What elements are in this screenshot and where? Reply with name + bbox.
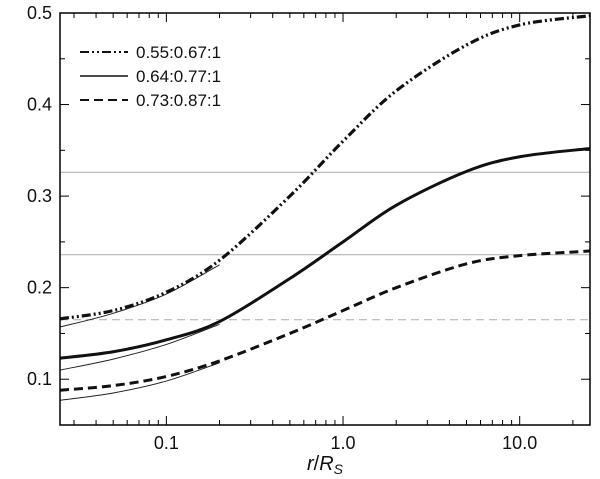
plot-frame	[59, 12, 591, 426]
legend-label-2: 0.64:0.77:1	[136, 67, 221, 86]
legend-label-1: 0.55:0.67:1	[136, 43, 221, 62]
thin-line-3	[59, 362, 220, 401]
axis-ticks: 0.1 1.0 10.0 0.1 0.2 0.3 0.4 0.5	[27, 3, 590, 453]
x-axis-label-sub: S	[334, 461, 344, 477]
series-line-3	[59, 249, 591, 392]
y-tick-label: 0.3	[27, 186, 52, 206]
x-axis-label: r/RS	[307, 453, 344, 477]
series-line-1	[59, 14, 591, 321]
y-tick-label: 0.2	[27, 278, 52, 298]
legend: 0.55:0.67:1 0.64:0.77:1 0.73:0.87:1	[80, 43, 221, 110]
series-layer	[59, 14, 591, 401]
y-tick-label: 0.1	[27, 369, 52, 389]
x-axis-label-main: r	[307, 453, 315, 475]
x-axis-label-denom: R	[319, 453, 333, 475]
y-tick-label: 0.5	[27, 3, 52, 23]
x-axis-label-sep: /	[314, 453, 320, 475]
y-tick-label: 0.4	[27, 95, 52, 115]
series-line-2	[59, 147, 591, 360]
x-tick-label: 10.0	[502, 433, 537, 453]
reference-lines	[60, 171, 590, 321]
thin-line-1	[59, 264, 220, 328]
x-tick-label: 1.0	[331, 433, 356, 453]
thin-line-2	[59, 323, 220, 371]
x-tick-label: 0.1	[154, 433, 179, 453]
legend-label-3: 0.73:0.87:1	[136, 91, 221, 110]
